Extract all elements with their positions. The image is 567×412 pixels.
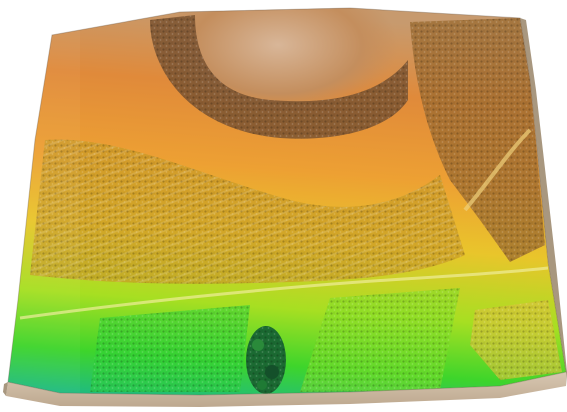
tree-clump <box>246 326 286 394</box>
diagonal-track <box>463 128 532 212</box>
terrain-outline <box>7 7 567 396</box>
road-track <box>19 266 549 320</box>
base-left-side <box>3 382 8 396</box>
terrain-base <box>3 18 567 407</box>
base-right-side <box>520 18 567 386</box>
base-front-side <box>6 372 566 407</box>
